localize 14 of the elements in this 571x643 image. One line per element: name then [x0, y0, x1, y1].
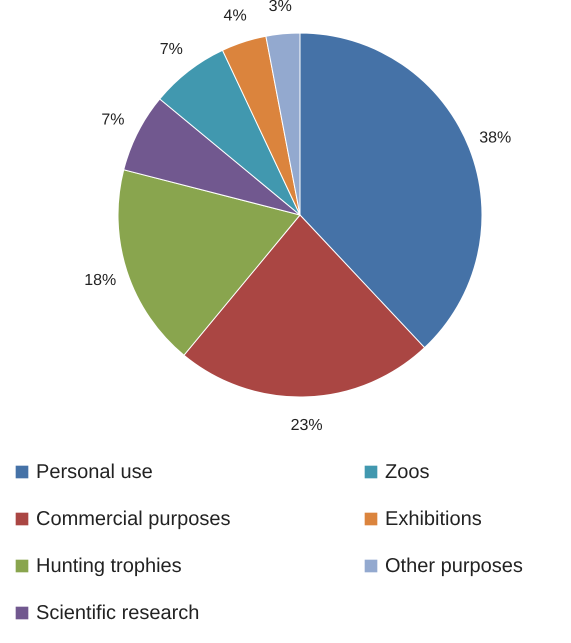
data-label: 4%	[224, 7, 247, 24]
legend-label: Scientific research	[36, 602, 200, 624]
legend-label: Exhibitions	[385, 508, 482, 530]
data-label: 7%	[101, 112, 124, 129]
data-label: 7%	[160, 41, 183, 58]
data-label: 3%	[268, 0, 292, 15]
legend-label: Zoos	[385, 461, 430, 483]
data-label: 23%	[290, 416, 323, 434]
data-label: 38%	[479, 130, 512, 147]
legend-label: Commercial purposes	[36, 508, 231, 530]
data-label: 18%	[84, 272, 116, 289]
legend-label: Other purposes	[385, 555, 523, 577]
legend-label: Hunting trophies	[36, 555, 182, 577]
legend-label: Personal use	[36, 461, 153, 483]
